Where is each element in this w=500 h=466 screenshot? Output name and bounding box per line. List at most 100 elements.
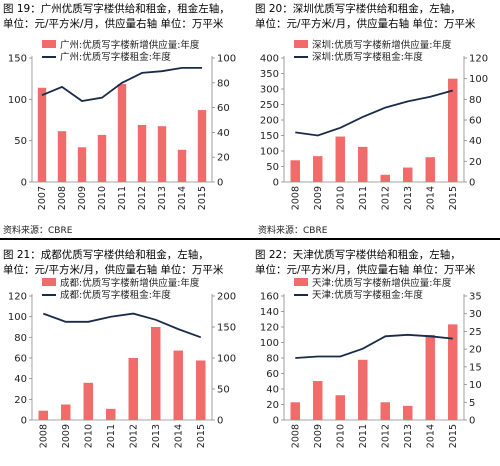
left-tick-label: 150 (8, 54, 27, 65)
legend-line-label: 天津:优质写字楼租金:年度 (312, 289, 423, 301)
left-tick-label: 40 (14, 374, 27, 385)
supply-bar-2009 (313, 156, 323, 182)
left-tick-label: 160 (260, 292, 279, 303)
left-tick-label: 100 (8, 312, 27, 323)
left-tick-label: 50 (266, 162, 279, 173)
legend-line-label: 成都:优质写字楼租金:年度 (60, 289, 171, 301)
left-tick-label: 60 (266, 369, 279, 380)
left-tick-label: 250 (260, 100, 279, 111)
right-tick-label: 80 (469, 95, 482, 106)
supply-bar-2008 (57, 131, 67, 182)
left-tick-label: 150 (260, 131, 279, 142)
right-tick-label: 60 (217, 103, 230, 114)
left-tick-label: 120 (8, 292, 27, 303)
x-tick-label: 2012 (128, 424, 139, 448)
x-tick-label: 2009 (313, 424, 324, 448)
x-tick-label: 2012 (380, 424, 391, 448)
x-tick-label: 2009 (313, 186, 324, 210)
chart-svg: 0 20 40 60 80 100 120 140 160 0 5 10 15 20 25 30 35 2008 2… (260, 277, 482, 448)
x-tick-label: 2009 (61, 424, 72, 448)
legend-bar-label: 天津:优质写字楼新增供应量:年度 (312, 277, 452, 289)
section-divider (0, 238, 500, 240)
right-tick-label: 80 (217, 78, 230, 89)
x-tick-label: 2014 (425, 424, 436, 448)
chart-svg: 0 50 100 150 0 20 40 60 80 100 2007 2008 2009 2010 201… (8, 39, 236, 210)
supply-bar-2012 (128, 358, 138, 420)
right-tick-label: 100 (217, 354, 236, 365)
left-tick-label: 80 (14, 333, 27, 344)
chart-svg: 0 20 40 60 80 100 120 0 50 100 150 200 2008 2009 2010 2… (8, 277, 236, 448)
x-tick-label: 2014 (425, 186, 436, 210)
right-tick-label: 20 (469, 345, 482, 356)
chart-shenzhen: 0 50 100 150 200 250 300 350 400 0 20 40 60 80 100 120 2… (252, 32, 500, 228)
right-tick-label: 40 (217, 128, 230, 139)
right-tick-label: 0 (469, 178, 475, 189)
x-tick-label: 2010 (335, 186, 346, 210)
right-tick-label: 35 (469, 292, 482, 303)
x-tick-label: 2009 (77, 186, 88, 210)
supply-bar-2011 (106, 408, 116, 420)
legend-bar-swatch (42, 278, 56, 286)
right-tick-label: 0 (217, 416, 223, 427)
chart-chengdu: 0 20 40 60 80 100 120 0 50 100 150 200 2008 2009 2010 2… (0, 270, 248, 466)
supply-bar-2013 (151, 327, 161, 420)
supply-bar-2015 (196, 360, 206, 420)
x-tick-label: 2008 (290, 424, 301, 448)
x-tick-label: 2012 (137, 186, 148, 210)
left-tick-label: 100 (8, 95, 27, 106)
chart-caption-3a: 图 21：成都优质写字楼供给和租金，左轴， (3, 249, 209, 261)
right-tick-label: 20 (217, 153, 230, 164)
left-tick-label: 200 (260, 116, 279, 127)
supply-bar-2013 (403, 405, 413, 420)
supply-bar-2011 (358, 146, 368, 182)
left-tick-label: 60 (14, 354, 27, 365)
left-tick-label: 0 (21, 416, 27, 427)
right-tick-label: 20 (469, 157, 482, 168)
chart-svg: 0 50 100 150 200 250 300 350 400 0 20 40 60 80 100 120 2… (260, 39, 488, 210)
left-tick-label: 120 (260, 323, 279, 334)
right-tick-label: 5 (469, 398, 475, 409)
x-tick-label: 2013 (157, 186, 168, 210)
legend-bar-swatch (42, 40, 56, 48)
left-tick-label: 400 (260, 54, 279, 65)
supply-bar-2013 (403, 167, 413, 182)
x-tick-label: 2010 (97, 186, 108, 210)
x-tick-label: 2015 (448, 186, 459, 210)
supply-bar-2011 (117, 84, 127, 182)
chart-guangzhou: 0 50 100 150 0 20 40 60 80 100 2007 2008 2009 2010 201… (0, 32, 248, 228)
left-tick-label: 350 (260, 69, 279, 80)
x-tick-label: 2015 (196, 424, 207, 448)
chart-caption-4a: 图 22：天津优质写字楼供给和租金，左轴， (255, 249, 461, 261)
x-tick-label: 2015 (448, 424, 459, 448)
supply-bar-2015 (448, 324, 458, 420)
supply-bar-2010 (335, 395, 345, 420)
left-tick-label: 300 (260, 85, 279, 96)
x-tick-label: 2014 (173, 424, 184, 448)
x-tick-label: 2010 (335, 424, 346, 448)
left-tick-label: 100 (260, 338, 279, 349)
supply-bar-2014 (425, 334, 435, 420)
right-tick-label: 15 (469, 362, 482, 373)
chart-caption-4b: 单位：元/平方米/月，供应量右轴 单位：万平米 (255, 264, 476, 276)
supply-bar-2010 (97, 134, 107, 182)
chart-caption-1b: 单位：元/平方米/月，供应量右轴 单位：万平米 (3, 18, 224, 30)
supply-bar-2014 (173, 350, 183, 420)
right-tick-label: 50 (217, 385, 230, 396)
left-tick-label: 100 (260, 147, 279, 158)
right-tick-label: 10 (469, 380, 482, 391)
x-tick-label: 2007 (37, 186, 48, 210)
legend-line-label: 深圳:优质写字楼租金:年度 (312, 51, 423, 63)
x-tick-label: 2011 (106, 424, 117, 448)
x-tick-label: 2013 (151, 424, 162, 448)
right-tick-label: 100 (469, 74, 488, 85)
right-tick-label: 0 (217, 178, 223, 189)
supply-bar-2015 (448, 78, 458, 182)
source-note-left: 资料来源：CBRE (3, 226, 73, 236)
supply-bar-2010 (83, 382, 93, 420)
rent-line (295, 333, 453, 359)
right-tick-label: 60 (469, 116, 482, 127)
right-tick-label: 25 (469, 327, 482, 338)
supply-bar-2013 (157, 126, 167, 182)
supply-bar-2008 (38, 410, 48, 420)
chart-caption-2a: 图 20：深圳优质写字楼供给和租金，左轴， (255, 3, 461, 15)
